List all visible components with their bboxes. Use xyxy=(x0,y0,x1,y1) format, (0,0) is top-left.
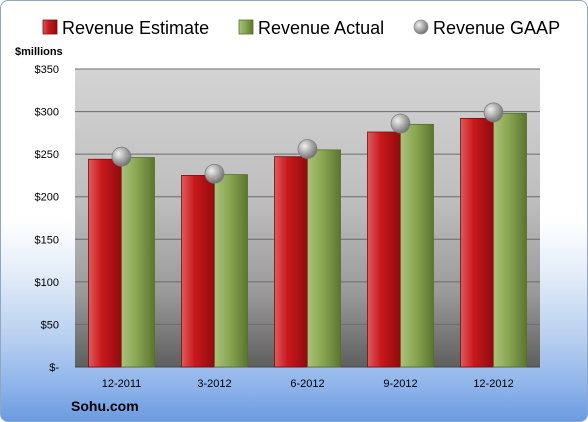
x-tick-label: 6-2012 xyxy=(290,378,324,390)
y-tick-label: $250 xyxy=(35,149,59,161)
y-tick-label: $200 xyxy=(35,192,59,204)
y-tick-label: $50 xyxy=(41,319,59,331)
y-tick-label: $150 xyxy=(35,234,59,246)
marker-revenue-gaap xyxy=(483,102,504,123)
y-tick-label: $350 xyxy=(35,64,59,76)
bar-revenue-actual xyxy=(214,174,248,368)
x-tick-label: 12-2011 xyxy=(102,378,142,390)
unit-label: $millions xyxy=(15,46,63,58)
legend-label: Revenue Estimate xyxy=(62,18,209,38)
y-tick-label: $300 xyxy=(35,107,59,119)
marker-revenue-gaap xyxy=(111,146,132,167)
bar-revenue-estimate xyxy=(367,131,401,368)
bar-revenue-estimate xyxy=(460,117,494,368)
y-tick-label: $100 xyxy=(35,277,59,289)
y-tick-label: $- xyxy=(49,362,59,374)
legend-label: Revenue Actual xyxy=(258,18,384,38)
legend-swatch xyxy=(238,19,254,35)
bar-revenue-estimate xyxy=(181,175,215,368)
legend-swatch xyxy=(413,19,429,35)
marker-revenue-gaap xyxy=(297,139,318,159)
bar-revenue-actual xyxy=(121,157,155,368)
marker-revenue-gaap xyxy=(204,163,225,184)
company-name: Sohu.com xyxy=(71,398,139,414)
x-tick-label: 9-2012 xyxy=(383,378,417,390)
x-tick-label: 3-2012 xyxy=(197,378,231,390)
legend-label: Revenue GAAP xyxy=(433,18,560,38)
x-tick-label: 12-2012 xyxy=(473,378,513,390)
bar-revenue-actual xyxy=(493,112,527,368)
bar-revenue-actual xyxy=(400,123,434,368)
legend-swatch xyxy=(42,19,58,35)
marker-revenue-gaap xyxy=(390,113,411,134)
bar-revenue-estimate xyxy=(274,156,308,368)
bar-revenue-actual xyxy=(307,149,341,368)
bar-revenue-estimate xyxy=(88,158,122,368)
